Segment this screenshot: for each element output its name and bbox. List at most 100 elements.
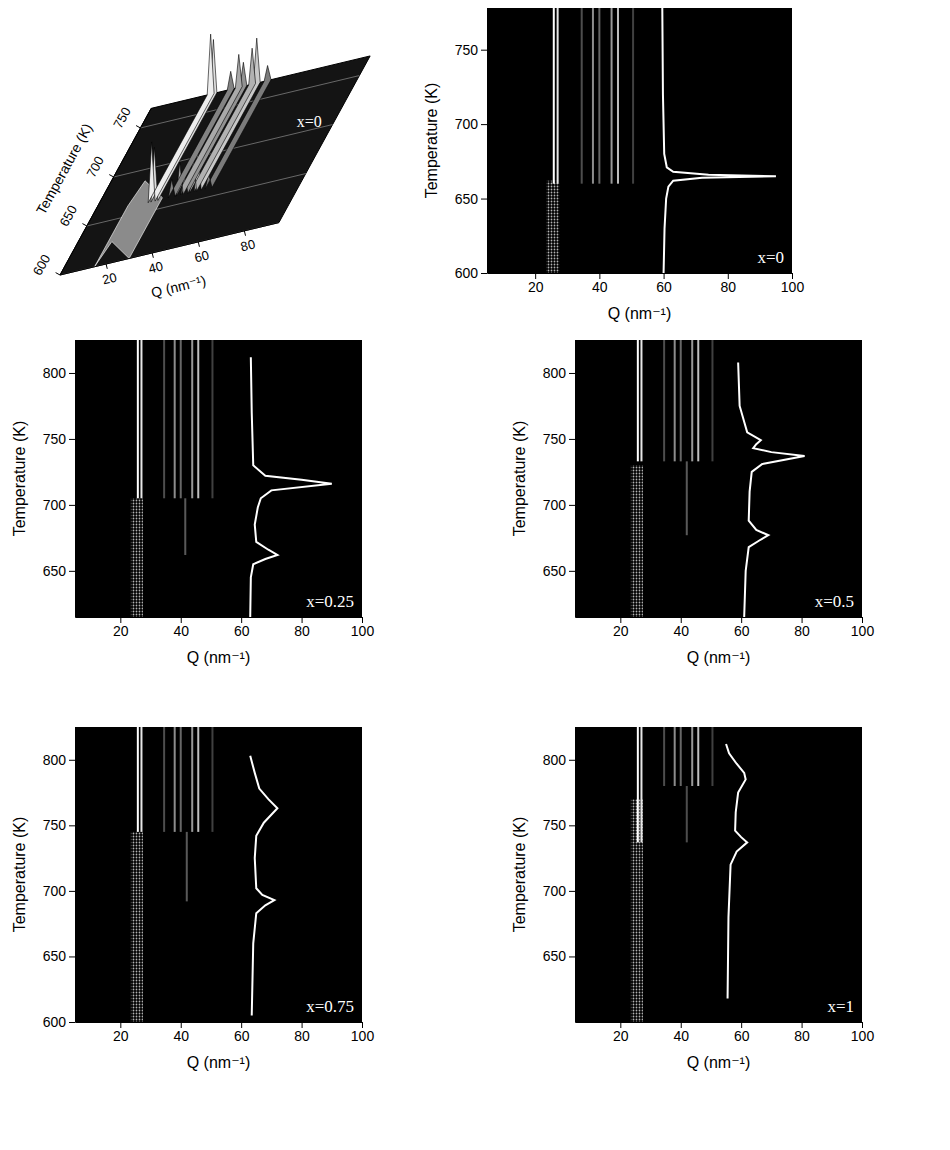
y-tick-mark xyxy=(481,50,487,51)
y-tick-label: 650 xyxy=(43,948,67,964)
bragg-peak xyxy=(697,727,699,786)
y-tick-label: 600 xyxy=(30,252,54,278)
x-tick: 20 xyxy=(613,617,629,639)
x-tick: 100 xyxy=(351,617,375,639)
bragg-peak xyxy=(663,727,665,786)
panel-label: x=0 xyxy=(297,113,322,130)
y-axis-line xyxy=(487,9,488,274)
bragg-peak xyxy=(711,340,713,461)
bragg-peak xyxy=(637,340,639,461)
bragg-peak xyxy=(211,727,213,832)
bragg-peak xyxy=(680,727,682,786)
y-tick: 700 xyxy=(43,883,75,899)
y-tick: 700 xyxy=(543,497,575,513)
y-axis-title: Temperature (K) xyxy=(11,421,28,537)
y-tick-mark xyxy=(481,273,487,274)
thermal-curve xyxy=(250,756,277,1016)
y-tick-label: 800 xyxy=(43,365,67,381)
x-tick: 80 xyxy=(294,617,310,639)
bragg-peak xyxy=(140,727,142,832)
thermal-curve xyxy=(662,8,776,273)
bragg-peak xyxy=(691,727,693,786)
bragg-peak xyxy=(611,8,613,184)
y-tick-mark xyxy=(481,199,487,200)
y-tick: 600 xyxy=(455,265,487,281)
bragg-peak xyxy=(632,8,634,184)
bragg-peak xyxy=(640,727,642,842)
figure: 20 40 60 80 Q (nm⁻¹) 600 650 700 750 Temperature … xyxy=(0,0,950,1150)
marks xyxy=(131,340,332,617)
bragg-peak xyxy=(137,727,139,832)
panel-label: x=0.5 xyxy=(815,592,854,611)
x-axis: 20406080100 xyxy=(76,1022,375,1044)
y-tick-mark xyxy=(569,505,575,506)
bragg-peak xyxy=(197,340,199,498)
bragg-peak xyxy=(637,727,639,842)
x-axis: 20406080100 xyxy=(576,1022,875,1044)
x-tick-mark xyxy=(106,264,107,269)
bragg-peak xyxy=(711,727,713,786)
grid-line xyxy=(60,223,279,275)
bragg-peak xyxy=(140,340,142,498)
y-tick-label: 800 xyxy=(43,752,67,768)
panel-3d: 20406080Q (nm⁻¹)600650700750Temperature … xyxy=(30,34,370,301)
x-tick-label: 60 xyxy=(193,247,211,265)
x-axis-line xyxy=(76,617,363,618)
plot-background xyxy=(75,727,362,1022)
panel: 20406080100650700750800Q (nm⁻¹)Temperatu… xyxy=(511,727,874,1071)
panel: 20406080100650700750800Q (nm⁻¹)Temperatu… xyxy=(511,340,874,666)
bragg-ridge xyxy=(151,39,217,202)
x-tick-label: 80 xyxy=(294,1028,310,1044)
y-tick-mark xyxy=(136,126,140,128)
x-axis-title: Q (nm⁻¹) xyxy=(608,305,672,322)
x-tick-mark xyxy=(198,242,199,247)
bragg-peak xyxy=(211,340,213,498)
y-tick: 750 xyxy=(43,431,75,447)
x-axis-line xyxy=(60,223,279,275)
marks xyxy=(631,727,747,1022)
x-tick-label: 20 xyxy=(113,623,129,639)
y-tick-mark xyxy=(69,760,75,761)
panel-label: x=0 xyxy=(757,248,784,267)
y-axis-title: Temperature (K) xyxy=(33,121,96,217)
x-tick-label: 60 xyxy=(734,623,750,639)
y-tick: 650 xyxy=(455,191,487,207)
x-tick-label: 100 xyxy=(351,623,375,639)
x-tick-label: 80 xyxy=(721,279,737,295)
y-tick-label: 700 xyxy=(83,154,107,180)
thermal-curve xyxy=(250,357,332,617)
x-axis: 20406080100 xyxy=(76,617,375,639)
y-tick-mark xyxy=(569,439,575,440)
panel: 20406080100650700750800Q (nm⁻¹)Temperatu… xyxy=(11,340,374,666)
y-tick-label: 750 xyxy=(543,817,567,833)
x-tick: 60 xyxy=(734,1022,750,1044)
marks xyxy=(546,8,776,273)
x-tick-label: 20 xyxy=(113,1028,129,1044)
bragg-peak xyxy=(163,727,165,832)
x-tick-label: 80 xyxy=(794,623,810,639)
y-axis-title: Temperature (K) xyxy=(511,817,528,933)
y-axis-line xyxy=(75,728,76,1023)
y-tick-label: 600 xyxy=(455,265,479,281)
x-tick-label: 40 xyxy=(173,1028,189,1044)
y-tick-label: 800 xyxy=(543,752,567,768)
amorphous-halo xyxy=(631,465,643,617)
x-tick-label: 60 xyxy=(656,279,672,295)
y-axis: 650700750800 xyxy=(543,341,576,618)
y-axis: 600650700750 xyxy=(455,9,488,281)
x-tick: 40 xyxy=(592,273,608,295)
y-tick-mark xyxy=(569,891,575,892)
x-tick-label: 80 xyxy=(294,623,310,639)
x-tick: 60 xyxy=(734,617,750,639)
y-tick-label: 750 xyxy=(543,431,567,447)
y-tick-label: 750 xyxy=(455,42,479,58)
y-axis: 650700750800 xyxy=(43,341,76,618)
x-axis-title: Q (nm⁻¹) xyxy=(150,272,208,301)
x-tick-label: 100 xyxy=(851,1028,875,1044)
y-tick-label: 800 xyxy=(543,365,567,381)
y-tick-label: 750 xyxy=(43,431,67,447)
plot-background xyxy=(75,340,362,617)
bragg-peak xyxy=(663,340,665,461)
bragg-peak xyxy=(686,786,688,842)
y-axis-title: Temperature (K) xyxy=(11,817,28,933)
